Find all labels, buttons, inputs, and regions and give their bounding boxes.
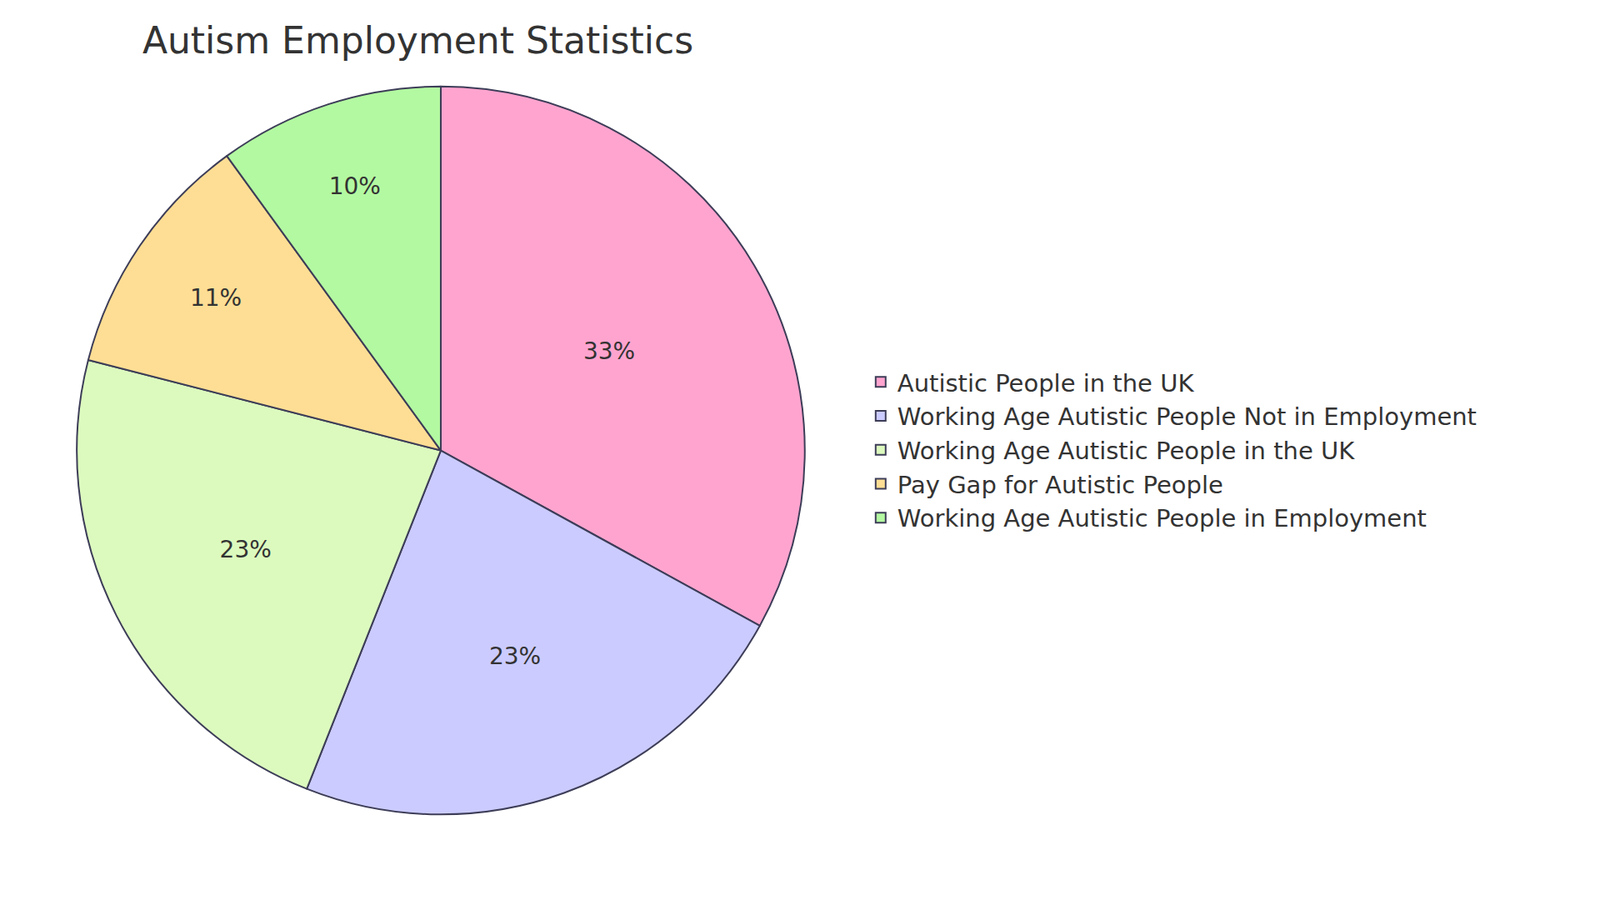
svg-text:Autistic People in the UK: Autistic People in the UK: [897, 369, 1195, 398]
svg-text:33%: 33%: [583, 337, 635, 365]
svg-text:23%: 23%: [220, 535, 272, 564]
svg-text:11%: 11%: [190, 284, 242, 312]
svg-text:Working Age Autistic People in: Working Age Autistic People in the UK: [897, 436, 1355, 465]
svg-text:Autism Employment Statistics: Autism Employment Statistics: [142, 19, 694, 62]
svg-text:Working Age Autistic People in: Working Age Autistic People in Employmen…: [897, 504, 1427, 533]
svg-text:Pay Gap for Autistic People: Pay Gap for Autistic People: [897, 470, 1224, 500]
svg-text:10%: 10%: [329, 172, 381, 200]
svg-text:Working Age Autistic People No: Working Age Autistic People Not in Emplo…: [897, 402, 1477, 431]
svg-text:23%: 23%: [489, 642, 541, 670]
